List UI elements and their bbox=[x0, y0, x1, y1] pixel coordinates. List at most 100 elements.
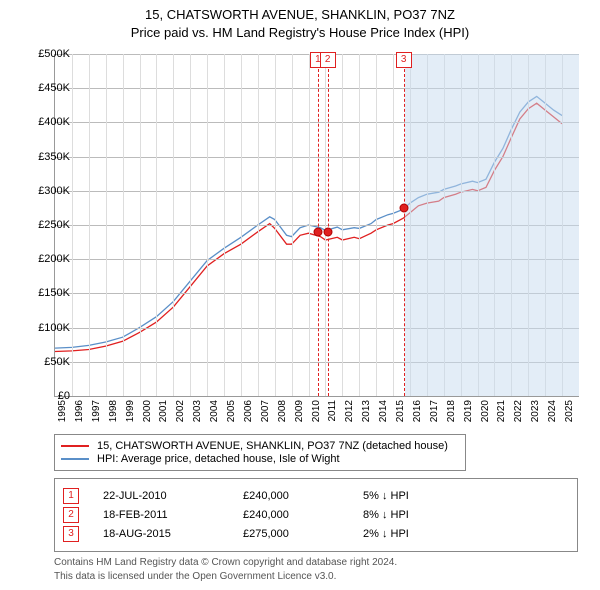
sale-index-box: 3 bbox=[63, 526, 79, 542]
x-tick-label: 2017 bbox=[429, 400, 440, 422]
x-tick-label: 2008 bbox=[277, 400, 288, 422]
sale-diff: 8% ↓ HPI bbox=[363, 509, 569, 521]
sale-row: 2 18-FEB-2011£240,0008% ↓ HPI bbox=[63, 507, 569, 523]
attribution-line-2: This data is licensed under the Open Gov… bbox=[54, 570, 397, 584]
x-tick-label: 2020 bbox=[480, 400, 491, 422]
grid-line-v bbox=[156, 54, 157, 396]
x-tick-label: 2023 bbox=[530, 400, 541, 422]
grid-line-v bbox=[89, 54, 90, 396]
grid-line-v bbox=[207, 54, 208, 396]
x-tick-label: 1999 bbox=[125, 400, 136, 422]
y-tick-label: £200K bbox=[38, 253, 70, 265]
sale-diff: 2% ↓ HPI bbox=[363, 528, 569, 540]
grid-line-v bbox=[72, 54, 73, 396]
marker-line bbox=[318, 54, 319, 396]
sale-index-box: 1 bbox=[63, 488, 79, 504]
x-tick-label: 2007 bbox=[260, 400, 271, 422]
x-tick-label: 2025 bbox=[564, 400, 575, 422]
x-tick-label: 2016 bbox=[412, 400, 423, 422]
x-tick-label: 2024 bbox=[547, 400, 558, 422]
grid-line-v bbox=[376, 54, 377, 396]
sale-dot bbox=[313, 227, 322, 236]
attribution-block: Contains HM Land Registry data © Crown c… bbox=[54, 556, 397, 583]
y-tick-label: £500K bbox=[38, 48, 70, 60]
grid-line-v bbox=[123, 54, 124, 396]
marker-label-box: 3 bbox=[396, 52, 412, 68]
grid-line-v bbox=[275, 54, 276, 396]
x-tick-label: 2000 bbox=[142, 400, 153, 422]
sale-dot bbox=[399, 203, 408, 212]
y-tick-label: £100K bbox=[38, 322, 70, 334]
grid-line-v bbox=[292, 54, 293, 396]
title-block: 15, CHATSWORTH AVENUE, SHANKLIN, PO37 7N… bbox=[0, 0, 600, 41]
x-tick-label: 1997 bbox=[91, 400, 102, 422]
legend-row-red: 15, CHATSWORTH AVENUE, SHANKLIN, PO37 7N… bbox=[61, 440, 459, 452]
sale-price: £240,000 bbox=[243, 509, 363, 521]
grid-line-v bbox=[309, 54, 310, 396]
legend-label-blue: HPI: Average price, detached house, Isle… bbox=[97, 453, 340, 465]
sale-dot bbox=[323, 227, 332, 236]
grid-line-v bbox=[140, 54, 141, 396]
grid-line-v bbox=[393, 54, 394, 396]
y-tick-label: £50K bbox=[44, 356, 70, 368]
x-tick-label: 1998 bbox=[108, 400, 119, 422]
title-line-2: Price paid vs. HM Land Registry's House … bbox=[0, 24, 600, 42]
grid-line-v bbox=[224, 54, 225, 396]
x-tick-label: 2006 bbox=[243, 400, 254, 422]
sale-date: 22-JUL-2010 bbox=[103, 490, 243, 502]
x-tick-label: 2019 bbox=[463, 400, 474, 422]
x-tick-label: 2003 bbox=[192, 400, 203, 422]
legend-row-blue: HPI: Average price, detached house, Isle… bbox=[61, 453, 459, 465]
sales-box: 1 22-JUL-2010£240,0005% ↓ HPI 2 18-FEB-2011… bbox=[54, 478, 578, 552]
y-tick-label: £250K bbox=[38, 219, 70, 231]
x-tick-label: 2022 bbox=[513, 400, 524, 422]
legend-swatch-blue bbox=[61, 458, 89, 460]
legend-box: 15, CHATSWORTH AVENUE, SHANKLIN, PO37 7N… bbox=[54, 434, 466, 471]
grid-line-v bbox=[342, 54, 343, 396]
attribution-line-1: Contains HM Land Registry data © Crown c… bbox=[54, 556, 397, 570]
x-tick-label: 1995 bbox=[57, 400, 68, 422]
sale-price: £240,000 bbox=[243, 490, 363, 502]
shade-right bbox=[405, 54, 579, 396]
grid-line-v bbox=[325, 54, 326, 396]
price-chart: 123 bbox=[54, 54, 579, 397]
y-tick-label: £450K bbox=[38, 82, 70, 94]
legend-swatch-red bbox=[61, 445, 89, 447]
y-tick-label: £300K bbox=[38, 185, 70, 197]
sale-row: 3 18-AUG-2015£275,0002% ↓ HPI bbox=[63, 526, 569, 542]
grid-line-v bbox=[359, 54, 360, 396]
x-tick-label: 2005 bbox=[226, 400, 237, 422]
x-tick-label: 2002 bbox=[175, 400, 186, 422]
x-tick-label: 2001 bbox=[158, 400, 169, 422]
x-tick-label: 2012 bbox=[344, 400, 355, 422]
x-tick-label: 1996 bbox=[74, 400, 85, 422]
sale-date: 18-AUG-2015 bbox=[103, 528, 243, 540]
x-tick-label: 2013 bbox=[361, 400, 372, 422]
sale-diff: 5% ↓ HPI bbox=[363, 490, 569, 502]
x-tick-label: 2009 bbox=[294, 400, 305, 422]
x-tick-label: 2010 bbox=[311, 400, 322, 422]
x-tick-label: 2004 bbox=[209, 400, 220, 422]
sale-date: 18-FEB-2011 bbox=[103, 509, 243, 521]
grid-line-v bbox=[258, 54, 259, 396]
grid-line-v bbox=[173, 54, 174, 396]
sale-index-box: 2 bbox=[63, 507, 79, 523]
grid-line-v bbox=[241, 54, 242, 396]
x-tick-label: 2011 bbox=[327, 400, 338, 422]
x-tick-label: 2021 bbox=[496, 400, 507, 422]
marker-line bbox=[404, 54, 405, 396]
page-container: 15, CHATSWORTH AVENUE, SHANKLIN, PO37 7N… bbox=[0, 0, 600, 590]
x-tick-label: 2014 bbox=[378, 400, 389, 422]
marker-label-box: 2 bbox=[320, 52, 336, 68]
y-tick-label: £350K bbox=[38, 151, 70, 163]
grid-line-v bbox=[106, 54, 107, 396]
title-line-1: 15, CHATSWORTH AVENUE, SHANKLIN, PO37 7N… bbox=[0, 6, 600, 24]
marker-line bbox=[328, 54, 329, 396]
grid-line-v bbox=[190, 54, 191, 396]
sale-price: £275,000 bbox=[243, 528, 363, 540]
y-tick-label: £400K bbox=[38, 116, 70, 128]
y-tick-label: £150K bbox=[38, 287, 70, 299]
x-tick-label: 2015 bbox=[395, 400, 406, 422]
sale-row: 1 22-JUL-2010£240,0005% ↓ HPI bbox=[63, 488, 569, 504]
x-tick-label: 2018 bbox=[446, 400, 457, 422]
